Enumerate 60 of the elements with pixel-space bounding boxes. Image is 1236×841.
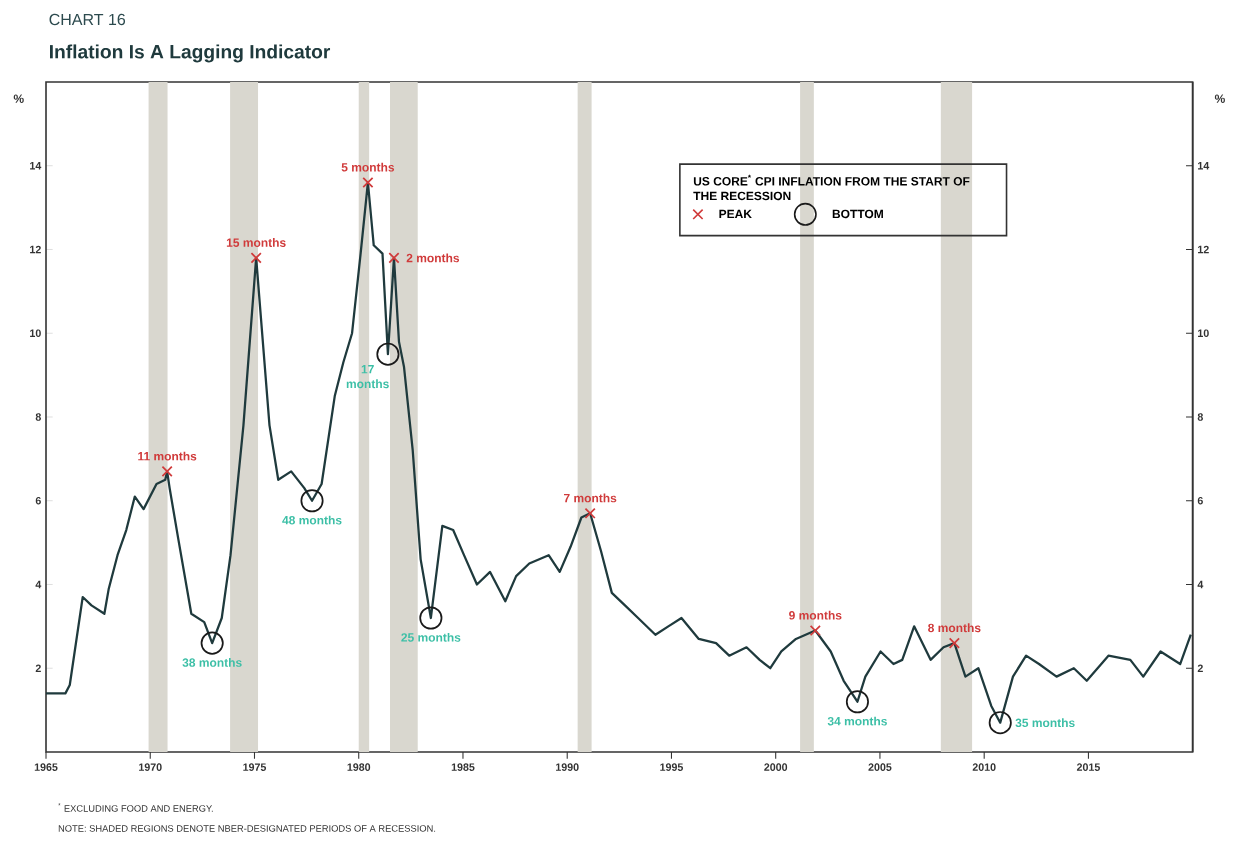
annotation: 8 months — [928, 623, 981, 633]
y2-tick-label: 6 — [1197, 496, 1203, 505]
chart-title: Inflation Is A Lagging Indicator — [49, 44, 331, 63]
x-tick-label: 1995 — [660, 763, 684, 771]
y-tick-label: 6 — [35, 496, 41, 505]
x-tick-label: 1980 — [347, 763, 371, 771]
text: NOTE: SHADED REGIONS DENOTE NBER-DESIGNATED PERIODS OF A RECESSION. — [58, 825, 436, 832]
y2-tick-label: 10 — [1198, 329, 1209, 338]
y2-axis-title: % — [1214, 94, 1225, 103]
point — [300, 489, 324, 513]
y2-tick-label: 2 — [1197, 664, 1203, 672]
y-tick-label: 2 — [35, 664, 41, 672]
annotation: 7 months — [564, 493, 617, 503]
x-tick-label: 1965 — [34, 763, 58, 771]
y2-tick-label: 12 — [1198, 245, 1209, 254]
annotation: 5 months — [341, 162, 395, 172]
y2-tick-label: 4 — [1197, 580, 1204, 589]
annotation: 17 months — [346, 365, 389, 389]
x-tick-label: 2005 — [868, 763, 892, 771]
annotation: 34 months — [827, 716, 887, 726]
y-tick-label: 12 — [30, 245, 41, 254]
point — [948, 637, 960, 649]
point — [200, 631, 224, 655]
point — [809, 624, 821, 637]
x-tick-label: 1975 — [243, 763, 267, 771]
text: $^{*}$ EXCLUDING FOOD AND ENERGY. — [58, 803, 213, 812]
x-tick-label: 2000 — [764, 763, 788, 771]
point — [845, 690, 869, 714]
y-tick-label: 8 — [35, 413, 41, 421]
annotation: 15 months — [226, 238, 286, 247]
point — [250, 252, 262, 264]
y-tick-label: 10 — [30, 329, 41, 338]
point — [362, 176, 374, 189]
legend-title: US CORE$^{*}$ CPI INFLATION FROM THE START OF THE RECESSION — [693, 174, 970, 201]
point — [419, 606, 443, 630]
annotation: 35 months — [1015, 718, 1075, 728]
chart-subtitle: CHART 16 — [49, 13, 126, 26]
annotation: 9 months — [789, 610, 842, 620]
annotation: 25 months — [401, 632, 461, 642]
point — [161, 465, 173, 478]
legend-label: BOTTOM — [832, 209, 883, 219]
y2-tick-label: 8 — [1197, 413, 1203, 421]
annotation: 2 months — [406, 253, 460, 263]
y-axis-title: % — [13, 94, 24, 103]
annotation: 11 months — [138, 451, 197, 461]
x-tick-label: 1990 — [556, 763, 579, 771]
annotation: 48 months — [282, 515, 342, 525]
x-tick-label: 2010 — [972, 763, 996, 771]
x-tick-label: 2015 — [1076, 763, 1100, 771]
y2-tick-label: 14 — [1198, 162, 1210, 170]
y-tick-label: 14 — [30, 162, 42, 170]
point — [376, 342, 400, 366]
legend-label: PEAK — [719, 209, 752, 219]
x-tick-label: 1970 — [139, 763, 162, 771]
point — [988, 711, 1012, 735]
point — [388, 252, 400, 264]
x-tick-label: 1985 — [451, 763, 475, 771]
point — [584, 507, 596, 519]
y-tick-label: 4 — [35, 580, 42, 589]
annotation: 38 months — [182, 658, 242, 667]
